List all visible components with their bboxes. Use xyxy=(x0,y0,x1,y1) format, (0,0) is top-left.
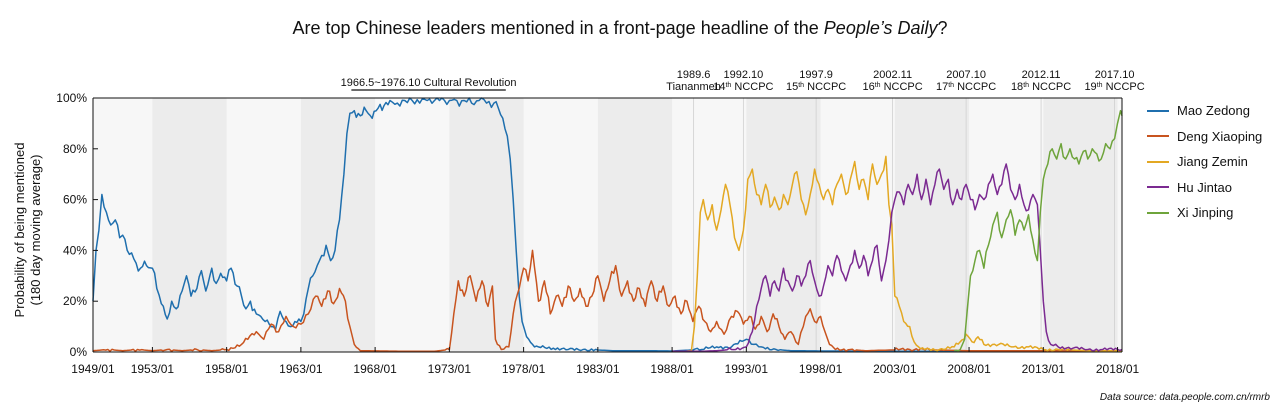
title-prefix: Are top Chinese leaders mentioned in a f… xyxy=(292,18,824,38)
event-date-label: 1989.6 xyxy=(677,69,711,81)
period-band-light xyxy=(1117,98,1122,352)
x-tick-label: 1968/01 xyxy=(353,362,397,376)
event-date-label: 2002.11 xyxy=(873,69,912,81)
period-band-light xyxy=(375,98,450,352)
y-axis-label-line1: Probability of being mentioned xyxy=(12,143,27,318)
series-line-xi-jinping xyxy=(954,109,1123,352)
legend-label: Jiang Zemin xyxy=(1177,154,1248,170)
period-band-light xyxy=(969,98,1044,352)
event-name-label: 17th NCCPC xyxy=(936,81,996,93)
x-tick-label: 1963/01 xyxy=(279,362,323,376)
y-axis-label-line2: (180 day moving average) xyxy=(28,154,43,305)
legend-item: Mao Zedong xyxy=(1147,98,1262,124)
period-band-shaded xyxy=(152,98,227,352)
x-tick-label: 1949/01 xyxy=(71,362,115,376)
period-band-shaded xyxy=(894,98,970,352)
y-tick-label: 0% xyxy=(70,345,88,359)
annotations: 1966.5~1976.10 Cultural Revolution 1989.6… xyxy=(341,69,1145,93)
event-name-label: 18th NCCPC xyxy=(1011,81,1071,93)
data-source: Data source: data.people.com.cn/rmrb xyxy=(1099,392,1270,403)
event-name-label: Tiananmen xyxy=(666,81,721,93)
y-tick-label: 40% xyxy=(63,243,87,257)
legend-item: Xi Jinping xyxy=(1147,200,1262,226)
legend-swatch xyxy=(1147,135,1169,138)
series-line-deng-xiaoping xyxy=(92,249,1122,352)
legend-swatch xyxy=(1147,211,1169,214)
event-name-label: 16th NCCPC xyxy=(862,81,922,93)
x-tick-label: 1958/01 xyxy=(205,362,249,376)
legend-swatch xyxy=(1147,160,1169,163)
series-layer xyxy=(92,97,1123,352)
y-tick-label: 20% xyxy=(63,294,87,308)
series-line-jiang-zemin xyxy=(683,155,1122,352)
event-date-label: 2017.10 xyxy=(1095,69,1135,81)
x-tick-label: 2003/01 xyxy=(873,362,917,376)
x-tick-label: 1978/01 xyxy=(502,362,546,376)
event-name-label: 14th NCCPC xyxy=(713,81,773,93)
event-name-label: 19th NCCPC xyxy=(1084,81,1144,93)
x-tick-label: 1993/01 xyxy=(725,362,769,376)
period-band-light xyxy=(226,98,301,352)
x-tick-label: 1973/01 xyxy=(428,362,472,376)
period-band-light xyxy=(93,98,153,352)
legend-item: Deng Xiaoping xyxy=(1147,124,1262,150)
period-band-shaded xyxy=(449,98,524,352)
event-name-label: 15th NCCPC xyxy=(786,81,846,93)
title-suffix: ? xyxy=(937,18,948,38)
event-date-label: 2007.10 xyxy=(946,69,986,81)
legend-swatch xyxy=(1147,186,1169,189)
axes: 1949/01 1953/01 1958/01 1963/01 1968/01 1973/… xyxy=(56,91,1139,376)
x-tick-label: 2018/01 xyxy=(1096,362,1140,376)
y-tick-label: 60% xyxy=(63,193,87,207)
x-tick-label: 2008/01 xyxy=(947,362,991,376)
legend-swatch xyxy=(1147,109,1169,112)
legend-label: Deng Xiaoping xyxy=(1177,128,1263,144)
legend: Mao Zedong Deng Xiaoping Jiang Zemin Hu Jin… xyxy=(1147,98,1262,226)
cultural-revolution-label: 1966.5~1976.10 Cultural Revolution xyxy=(341,77,517,89)
event-date-label: 1997.9 xyxy=(799,69,833,81)
period-bands xyxy=(93,98,1122,352)
event-date-label: 2012.11 xyxy=(1022,69,1061,81)
legend-label: Mao Zedong xyxy=(1177,103,1250,119)
y-tick-label: 100% xyxy=(56,91,87,105)
series-line-hu-jintao xyxy=(672,163,1123,352)
chart-title: Are top Chinese leaders mentioned in a f… xyxy=(0,18,1240,39)
period-band-shaded xyxy=(597,98,673,352)
legend-item: Hu Jintao xyxy=(1147,175,1262,201)
x-tick-label: 1953/01 xyxy=(131,362,175,376)
event-date-label: 1992.10 xyxy=(723,69,763,81)
title-italic: People’s Daily xyxy=(823,18,938,38)
x-tick-label: 2013/01 xyxy=(1022,362,1066,376)
period-band-light xyxy=(523,98,598,352)
legend-label: Xi Jinping xyxy=(1177,205,1234,221)
period-band-light xyxy=(672,98,747,352)
period-band-shaded xyxy=(1043,98,1118,352)
y-tick-label: 80% xyxy=(63,142,87,156)
period-band-shaded xyxy=(746,98,821,352)
series-line-mao-zedong xyxy=(92,97,1122,352)
period-band-light xyxy=(820,98,895,352)
x-tick-label: 1988/01 xyxy=(650,362,694,376)
legend-label: Hu Jintao xyxy=(1177,179,1232,195)
legend-item: Jiang Zemin xyxy=(1147,149,1262,175)
x-tick-label: 1983/01 xyxy=(576,362,620,376)
x-tick-label: 1998/01 xyxy=(799,362,843,376)
